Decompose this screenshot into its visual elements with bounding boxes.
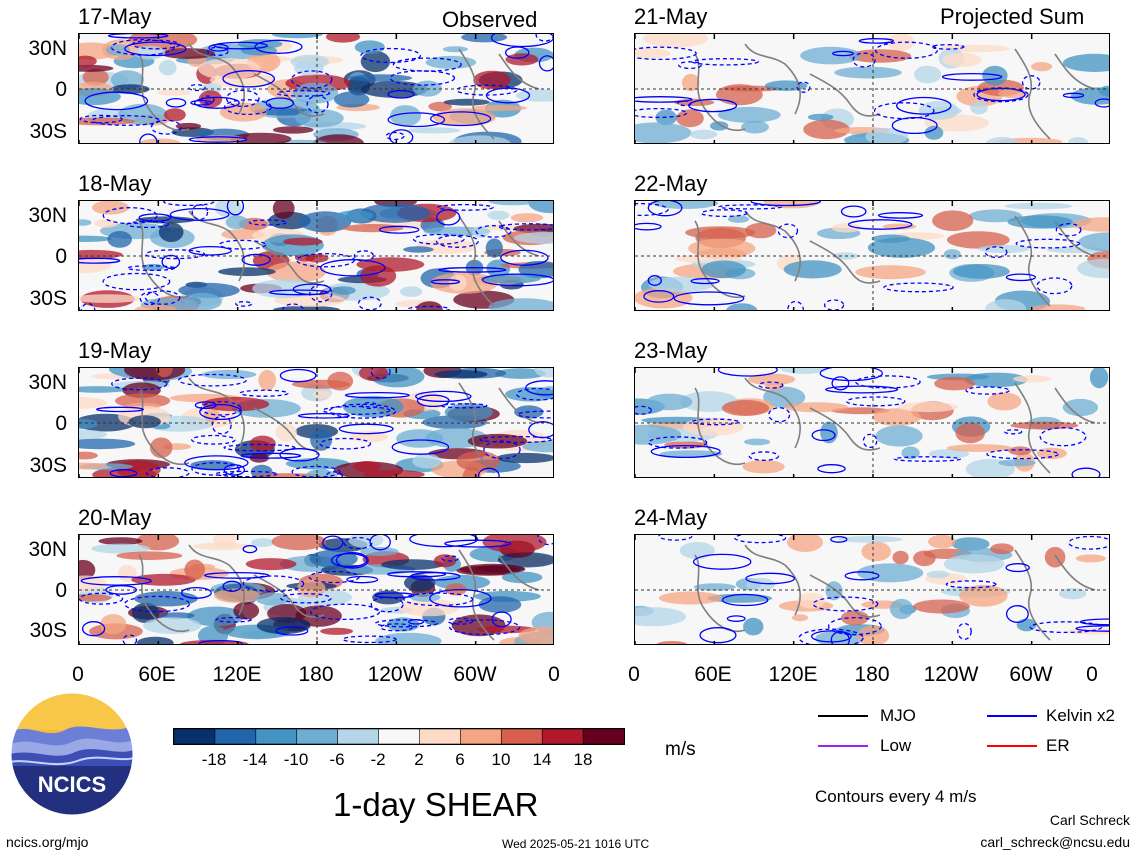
lon-label: 0 <box>72 663 84 686</box>
lon-label: 120W <box>923 663 979 686</box>
colorbar-tick: 10 <box>491 750 511 769</box>
lat-label-30n: 30N <box>28 538 67 561</box>
colorbar-tick: 2 <box>414 750 424 769</box>
lon-label: 120E <box>212 663 262 686</box>
lat-label-30n: 30N <box>28 371 67 394</box>
legend-label-kelvin: Kelvin x2 <box>1046 706 1115 725</box>
lon-label: 120W <box>367 663 423 686</box>
map-panel-right-3 <box>634 367 1110 478</box>
colorbar-segment <box>582 729 624 744</box>
colorbar-tick: -18 <box>201 750 227 769</box>
map-panel-left-1 <box>78 33 554 144</box>
colorbar-tick: -14 <box>242 750 268 769</box>
lat-label-0: 0 <box>55 579 67 602</box>
panel-date-left-1: 17-May <box>78 4 152 29</box>
colorbar <box>173 728 625 745</box>
colorbar-tick: 14 <box>532 750 552 769</box>
panel-date-left-2: 18-May <box>78 171 152 196</box>
panel-date-left-4: 20-May <box>78 505 152 530</box>
legend-label-mjo: MJO <box>880 706 916 725</box>
map-panel-right-4 <box>634 534 1110 645</box>
shear-map <box>635 34 1109 143</box>
panel-date-right-4: 24-May <box>634 505 708 530</box>
shear-map <box>79 535 553 644</box>
shear-map <box>79 368 553 477</box>
shear-map <box>79 201 553 310</box>
colorbar-units: m/s <box>665 739 696 760</box>
lon-label: 180 <box>854 663 890 686</box>
shear-map <box>635 535 1109 644</box>
lat-label-30n: 30N <box>28 204 67 227</box>
shear-map <box>635 368 1109 477</box>
lon-label: 60W <box>1009 663 1053 686</box>
colorbar-segment <box>214 729 257 744</box>
map-panel-right-1 <box>634 33 1110 144</box>
lat-label-30s: 30S <box>29 120 67 143</box>
legend-line-kelvin <box>987 715 1037 717</box>
map-panel-right-2 <box>634 200 1110 311</box>
lon-label: 60E <box>138 663 176 686</box>
legend-line-low <box>818 745 868 747</box>
colorbar-tick: -10 <box>283 750 309 769</box>
colorbar-tick: -2 <box>370 750 386 769</box>
lon-label: 60E <box>694 663 732 686</box>
lat-label-30n: 30N <box>28 37 67 60</box>
lat-label-0: 0 <box>55 78 67 101</box>
colorbar-segment <box>419 729 462 744</box>
panel-date-right-2: 22-May <box>634 171 708 196</box>
panel-date-right-1: 21-May <box>634 4 708 29</box>
legend-line-er <box>987 745 1037 747</box>
shear-map <box>635 201 1109 310</box>
panel-date-left-3: 19-May <box>78 338 152 363</box>
lon-label: 60W <box>453 663 497 686</box>
colorbar-tick: 18 <box>573 750 593 769</box>
colorbar-segment <box>255 729 298 744</box>
colorbar-tick: -6 <box>329 750 345 769</box>
logo-text: NCICS <box>38 772 106 797</box>
shear-map <box>79 34 553 143</box>
legend-label-er: ER <box>1046 736 1070 755</box>
footer-email: carl_schreck@ncsu.edu <box>980 834 1130 850</box>
lat-label-0: 0 <box>55 412 67 435</box>
contours-note: Contours every 4 m/s <box>815 787 977 806</box>
map-panel-left-4 <box>78 534 554 645</box>
lat-label-30s: 30S <box>29 287 67 310</box>
map-panel-left-2 <box>78 200 554 311</box>
map-panel-left-3 <box>78 367 554 478</box>
colorbar-segment <box>337 729 380 744</box>
colorbar-segment <box>460 729 503 744</box>
lat-label-30s: 30S <box>29 454 67 477</box>
lat-label-30s: 30S <box>29 619 67 642</box>
colorbar-segment <box>174 729 216 744</box>
ncics-logo: NCICS <box>10 692 134 816</box>
lon-label: 0 <box>1086 663 1098 686</box>
panel-date-right-3: 23-May <box>634 338 708 363</box>
lon-label: 180 <box>298 663 334 686</box>
colorbar-segment <box>500 729 543 744</box>
footer-timestamp: Wed 2025-05-21 1016 UTC <box>502 837 650 851</box>
lon-label: 0 <box>548 663 560 686</box>
colorbar-tick: 6 <box>455 750 465 769</box>
main-title: 1-day SHEAR <box>333 786 539 823</box>
lat-label-0: 0 <box>55 245 67 268</box>
projected-sum-title: Projected Sum <box>940 4 1085 29</box>
lon-label: 0 <box>628 663 640 686</box>
footer-url: ncics.org/mjo <box>6 834 89 850</box>
legend-line-mjo <box>818 715 868 717</box>
footer-author: Carl Schreck <box>1049 812 1130 828</box>
colorbar-segment <box>541 729 584 744</box>
legend-label-low: Low <box>880 736 912 755</box>
lon-label: 120E <box>768 663 818 686</box>
colorbar-segment <box>378 729 421 744</box>
colorbar-segment <box>296 729 339 744</box>
observed-title: Observed <box>442 7 538 32</box>
